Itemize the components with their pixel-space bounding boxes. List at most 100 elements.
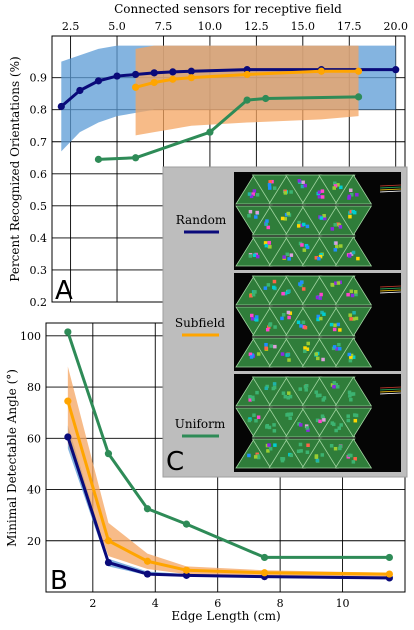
sensor-dot bbox=[320, 310, 324, 315]
panel-b-line-subfield bbox=[66, 400, 390, 576]
sensor-dot bbox=[354, 290, 358, 294]
sensor-dot bbox=[265, 425, 269, 429]
sensor-dot bbox=[283, 191, 288, 195]
sensor-dot bbox=[266, 283, 271, 287]
sensor-dot bbox=[330, 227, 335, 231]
sensor-dot bbox=[266, 449, 270, 453]
panel-b-point-subfield bbox=[143, 557, 152, 565]
sensor-dot bbox=[318, 254, 323, 259]
sensor-dot bbox=[314, 256, 319, 260]
sensor-dot bbox=[250, 316, 255, 321]
sensor-dot bbox=[347, 352, 352, 357]
sensor-dot bbox=[322, 214, 326, 218]
sensor-dot bbox=[302, 248, 307, 252]
sensor-wire bbox=[379, 285, 402, 288]
sensor-dot bbox=[320, 414, 325, 418]
sensor-dot bbox=[338, 446, 342, 451]
sensor-dot bbox=[256, 454, 260, 458]
sensor-dot bbox=[314, 352, 319, 356]
panel-a-point-subfield bbox=[243, 70, 251, 79]
sensor-dot bbox=[255, 210, 259, 215]
sensor-dot bbox=[354, 316, 359, 321]
sensor-dot bbox=[296, 224, 301, 228]
panel-a-point-random bbox=[392, 66, 400, 74]
sensor-dot bbox=[349, 252, 354, 256]
panel-a-point-uniform bbox=[94, 155, 103, 163]
sensor-dot bbox=[287, 289, 291, 293]
sensor-dot bbox=[289, 453, 294, 458]
panel-a-ytick-label: 0.2 bbox=[30, 296, 48, 309]
panel-a-top-ticks: 2.5 5.0 7.5 10.0 12.5 15.0 17.5 20.0 bbox=[62, 20, 408, 33]
sensor-dot bbox=[252, 253, 257, 257]
sensor-wire bbox=[379, 186, 402, 189]
sensor-dot bbox=[283, 217, 287, 221]
panel-a-point-random bbox=[150, 69, 158, 77]
sensor-dot bbox=[249, 194, 254, 199]
panel-a-xtick-label: 2.5 bbox=[62, 20, 80, 33]
sensor-dot bbox=[272, 385, 277, 390]
sensor-dot bbox=[253, 455, 258, 459]
sensor-dot bbox=[248, 352, 253, 357]
sensor-triangle bbox=[334, 205, 373, 236]
sensor-dot bbox=[281, 291, 285, 296]
sensor-dot bbox=[329, 322, 334, 327]
panel-b-ylabel: Minimal Detectable Angle (°) bbox=[5, 369, 19, 547]
panel-b-point-uniform bbox=[260, 553, 269, 562]
sensor-dot bbox=[272, 186, 277, 190]
sensor-dot bbox=[268, 186, 272, 190]
sensor-dot bbox=[353, 413, 357, 417]
panel-b-lines bbox=[66, 331, 390, 580]
sensor-dot bbox=[316, 317, 320, 322]
panel-a-point-subfield bbox=[132, 83, 140, 91]
sensor-wire bbox=[379, 291, 402, 294]
sensor-dot bbox=[314, 390, 318, 394]
panel-b-point-random bbox=[182, 571, 191, 579]
sensor-dot bbox=[335, 244, 339, 249]
panel-a-ytick-label: 0.3 bbox=[30, 264, 48, 277]
panel-b-xtick-label: 4 bbox=[152, 597, 159, 610]
sensor-dot bbox=[332, 422, 336, 427]
sensor-dot bbox=[337, 342, 341, 347]
sensor-dot bbox=[332, 327, 337, 332]
sensor-dot bbox=[315, 295, 320, 300]
sensor-dot bbox=[273, 325, 277, 329]
sensor-dot bbox=[336, 322, 341, 327]
sensor-dot bbox=[332, 381, 337, 385]
sensor-dot bbox=[352, 311, 356, 315]
sensor-dot bbox=[269, 344, 273, 348]
sensor-dot bbox=[338, 225, 343, 229]
sensor-dot bbox=[351, 209, 356, 214]
sensor-dot bbox=[320, 189, 325, 193]
sensor-dot bbox=[351, 355, 356, 359]
sensor-dot bbox=[299, 324, 303, 328]
sensor-dot bbox=[298, 282, 302, 286]
sensor-dot bbox=[322, 312, 326, 316]
sensor-wire bbox=[379, 287, 402, 290]
panel-b-point-uniform bbox=[104, 450, 113, 458]
panel-b-point-subfield bbox=[64, 397, 72, 405]
sensor-dot bbox=[281, 457, 286, 461]
sensor-dot bbox=[267, 183, 272, 187]
panel-b-ytick-label: 60 bbox=[27, 432, 41, 445]
sensor-dot bbox=[254, 315, 259, 319]
sensor-dot bbox=[349, 289, 354, 294]
sensor-dot bbox=[297, 179, 302, 183]
sensor-dot bbox=[255, 254, 260, 259]
panel-a-ytick-label: 0.8 bbox=[30, 104, 48, 117]
sensor-dot bbox=[322, 216, 327, 221]
sensor-dot bbox=[349, 356, 353, 360]
sensor-dot bbox=[335, 347, 339, 351]
panel-b-line-random bbox=[66, 436, 390, 580]
sensor-dot bbox=[286, 211, 291, 216]
sensor-dot bbox=[286, 396, 291, 400]
sensor-dot bbox=[300, 184, 305, 189]
sensor-dot bbox=[351, 317, 356, 321]
panel-a-xtick-label: 15.0 bbox=[291, 20, 316, 33]
sensor-dot bbox=[256, 415, 261, 419]
sensor-dot bbox=[287, 257, 291, 261]
panel-b-xtick-label: 8 bbox=[277, 597, 284, 610]
panel-a-point-random bbox=[169, 68, 177, 76]
sensor-dot bbox=[320, 195, 325, 199]
sensor-dot bbox=[301, 320, 306, 325]
